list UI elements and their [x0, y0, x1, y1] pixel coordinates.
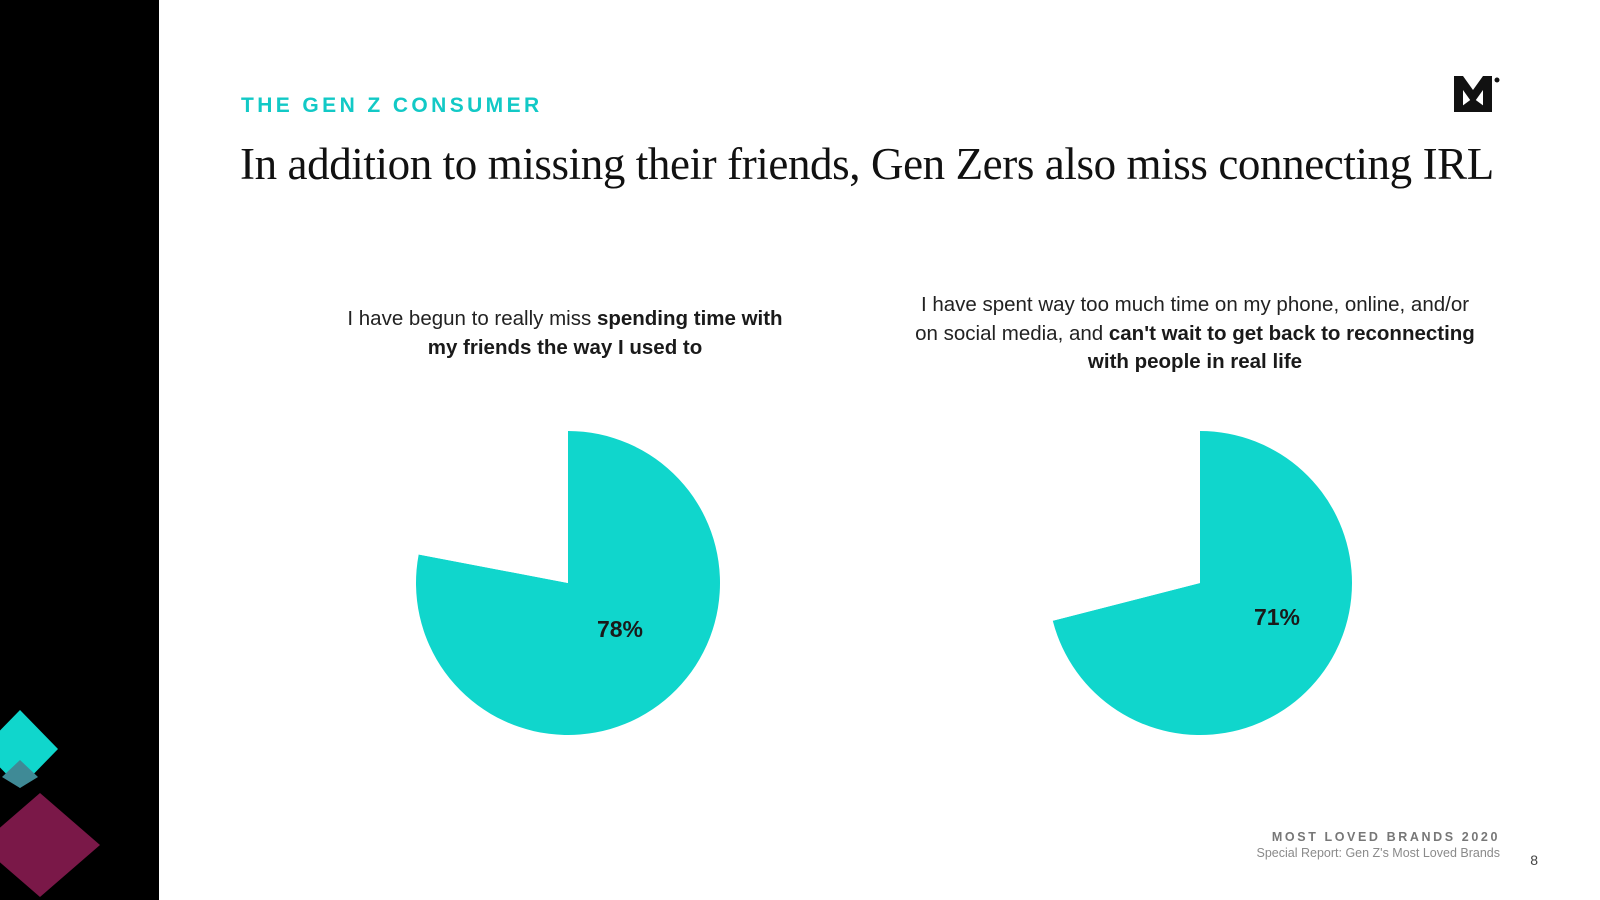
decorative-diamonds: [0, 710, 100, 897]
question-1: I have begun to really miss spending tim…: [330, 305, 800, 362]
left-sidebar-band: [0, 0, 159, 900]
page-title: In addition to missing their friends, Ge…: [240, 139, 1494, 189]
footer-subtitle: Special Report: Gen Z's Most Loved Brand…: [1256, 846, 1500, 860]
section-label: THE GEN Z CONSUMER: [241, 94, 543, 117]
question-2: I have spent way too much time on my pho…: [915, 291, 1475, 377]
overlap-diamond: [2, 760, 38, 788]
pie-1-slice-2: [418, 431, 568, 583]
question-2-bold: can't wait to get back to reconnecting w…: [1087, 321, 1475, 374]
pie-2-slice-2: [1048, 431, 1200, 621]
pie-2-value-label: 71%: [1254, 604, 1300, 630]
pie-1-value-label: 78%: [597, 616, 643, 642]
question-1-plain: I have begun to really miss: [347, 307, 597, 330]
question-1-bold: spending time with my friends the way I …: [427, 307, 783, 359]
morning-consult-logo-icon: [1454, 76, 1500, 112]
pie-2-slice-1: [1052, 430, 1352, 735]
page-number: 8: [1530, 852, 1538, 868]
question-2-plain: I have spent way too much time on my pho…: [915, 293, 1470, 345]
footer-brand: MOST LOVED BRANDS 2020: [1271, 830, 1500, 844]
magenta-diamond: [0, 793, 100, 897]
